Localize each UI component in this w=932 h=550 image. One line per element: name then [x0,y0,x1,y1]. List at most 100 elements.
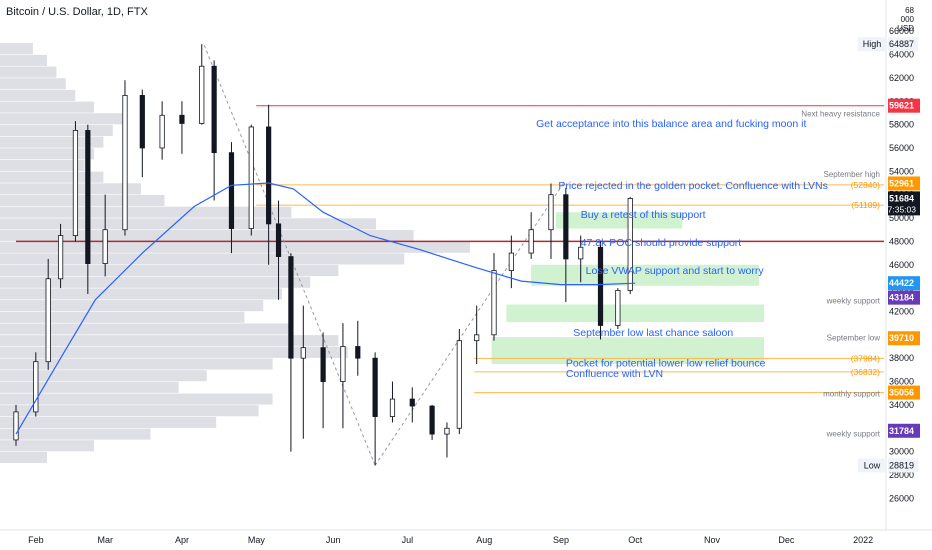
x-tick-label: May [248,535,266,545]
level-text-label: September high [824,170,880,179]
support-zone [531,264,760,286]
x-tick-label: 2022 [853,535,873,545]
volume-profile-row [0,276,311,288]
candle-body [548,194,554,231]
candles [13,44,633,466]
level-label: (52840) [851,180,880,190]
price-tag-text: 31784 [889,426,914,436]
volume-profile-row [0,66,57,78]
y-tick-label: 58000 [889,120,914,130]
x-tick-label: Apr [175,535,189,545]
volume-profile-row [0,89,76,101]
y-tick-label: 56000 [889,143,914,153]
candle-body [444,427,450,435]
x-axis: Feb Mar Apr May Jun Jul Aug Sep Oct Nov Dec 2022 [0,529,932,545]
annotations: Get acceptance into this balance area an… [536,118,828,380]
candle-body [122,95,128,231]
volume-profile-row [0,253,405,265]
support-zone [506,304,764,322]
volume-profile-row [0,335,339,347]
volume-profile-row [0,440,94,452]
support-zone [491,337,764,365]
candle-body [528,229,534,254]
volume-profile-row [0,183,141,195]
annotation-text: 47.8k POC should provide support [581,237,742,249]
chart-title: Bitcoin / U.S. Dollar, 1D, FTX [6,6,148,18]
price-tag-bg [888,290,920,305]
price-tag-text: 59621 [889,101,914,111]
price-tag-bg [888,331,920,346]
volume-profile-row [0,101,94,113]
annotation-text: Buy a retest of this support [581,209,706,221]
volume-profile-row [0,124,113,136]
candle-body [578,246,584,260]
support-zones [491,212,764,365]
price-tag-text: 52961 [889,178,914,188]
y-tick-label: 46000 [889,260,914,270]
price-tag-text: 64887 [889,39,914,49]
candle-body [139,95,145,149]
level-label: Next heavy resistance [801,110,880,119]
price-tag-bg [888,191,920,216]
volume-profile-row [0,136,104,148]
y-tick-label: 42000 [889,306,914,316]
y-tick-label: 66000 [889,26,914,36]
volume-profile-row [0,265,339,277]
price-tag-text: 39710 [889,333,914,343]
price-tag-bg [888,37,918,52]
axis-unit-mid: 000 [900,15,914,24]
x-tick-label: Feb [28,535,44,545]
y-tick-label: 38000 [889,353,914,363]
candle-body [597,246,604,326]
annotation-text: September low last chance saloon [573,327,733,339]
candle-body [474,334,480,342]
candle-body [288,256,294,359]
candle-body [563,194,569,260]
price-tag-text: 28819 [889,460,914,470]
side-word-bg [858,37,886,52]
candle-body [300,347,306,359]
level-text-label: weekly support [826,429,881,438]
vwap-line [15,182,636,435]
y-tick-label: 64000 [889,50,914,60]
side-word: Low [864,460,881,470]
y-tick-label: 36000 [889,377,914,387]
x-tick-label: Oct [628,535,643,545]
level-labels: September high weekly support September lo… [823,170,881,438]
candle-body [389,398,396,417]
candle-body [211,65,217,154]
candle-body [409,398,415,407]
candle-body [179,114,185,124]
volume-profile-row [0,218,376,230]
candle-body [102,229,108,264]
volume-profile-row [0,323,292,335]
price-tag-text: 43184 [889,293,914,303]
candle-body [33,361,39,413]
candle-body [615,290,621,326]
volume-profile [0,43,470,463]
volume-profile-row [0,113,123,125]
candle-body [266,126,272,225]
volume-profile-row [0,194,165,207]
candle-body [456,340,462,429]
price-tag-countdown: 17:35:03 [883,204,916,214]
candle-body [372,357,378,417]
candle-body [159,114,165,149]
candle-body [320,347,326,382]
volume-profile-row [0,451,47,463]
price-tag-text: 35056 [889,388,914,398]
y-tick-label: 50000 [889,213,914,223]
volume-profile-row [0,206,292,218]
y-tick-label: 34000 [889,400,914,410]
volume-profile-row [0,241,470,253]
candle-body [508,252,514,271]
candle-body [57,235,64,280]
volume-profile-row [0,405,259,417]
candle-body [627,197,633,291]
price-tag-text: 51684 [889,193,914,203]
annotation-text: Lose VWAP support and start to worry [586,265,765,277]
axis-unit-currency: USD [897,24,914,33]
x-tick-label: Dec [778,535,795,545]
